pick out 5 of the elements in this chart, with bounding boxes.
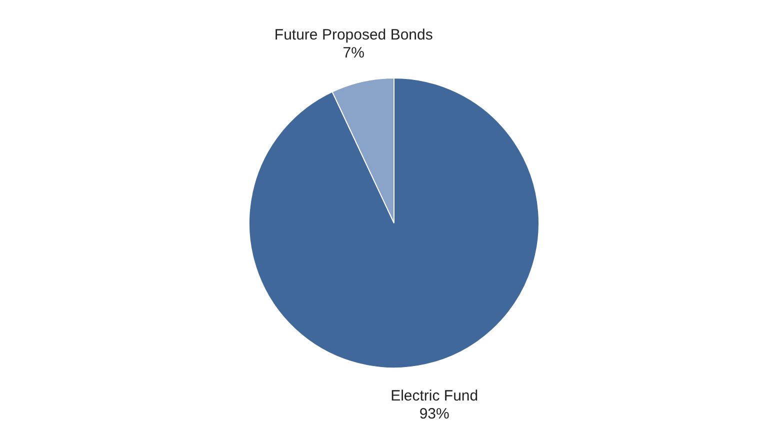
slice-label: Electric Fund (390, 388, 478, 405)
slice-label: Future Proposed Bonds (274, 26, 433, 44)
data-label: 7% (342, 44, 364, 62)
data-label: 93% (419, 406, 450, 423)
pie-slice (248, 78, 540, 368)
